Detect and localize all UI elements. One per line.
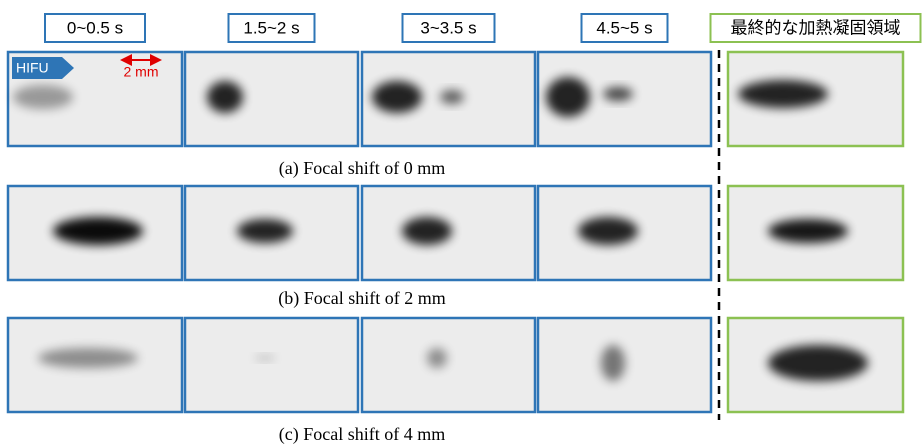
image-panel (538, 186, 711, 280)
lesion (13, 85, 73, 109)
image-panel (538, 52, 711, 146)
lesion (38, 348, 138, 368)
image-panel (362, 318, 535, 412)
lesion (372, 81, 422, 113)
column-header: 0~0.5 s (67, 18, 123, 37)
lesion (255, 355, 275, 361)
row-caption: (b) Focal shift of 2 mm (278, 288, 445, 309)
image-panel (185, 52, 358, 146)
image-panel (362, 52, 535, 146)
figure: 0~0.5 s 1.5~2 s 3~3.5 s 4.5~5 s 最終的な加熱凝固領域 (a… (0, 0, 924, 446)
image-panel (728, 318, 903, 412)
lesion (603, 87, 633, 101)
lesion (546, 77, 590, 117)
image-panel (728, 186, 903, 280)
lesion (601, 345, 625, 381)
lesion (768, 345, 868, 381)
row-caption: (c) Focal shift of 4 mm (279, 424, 445, 445)
lesion (427, 348, 447, 368)
image-panel (8, 186, 182, 280)
row-caption: (a) Focal shift of 0 mm (279, 158, 445, 179)
lesion (207, 81, 243, 113)
lesion (738, 80, 828, 108)
lesion (237, 219, 293, 243)
image-panel (8, 318, 182, 412)
column-header: 1.5~2 s (243, 18, 299, 37)
scale-label: 2 mm (124, 64, 159, 80)
image-panel (185, 318, 358, 412)
lesion (53, 217, 143, 245)
panel-background (362, 318, 535, 412)
panel-background (185, 318, 358, 412)
image-panel (538, 318, 711, 412)
lesion (402, 217, 452, 245)
lesion (578, 217, 638, 245)
image-panel (185, 186, 358, 280)
image-panel (362, 186, 535, 280)
hifu-label: HIFU (16, 60, 49, 76)
lesion (440, 90, 464, 104)
column-header: 3~3.5 s (420, 18, 476, 37)
image-panel (728, 52, 903, 146)
column-header: 4.5~5 s (596, 18, 652, 37)
column-header: 最終的な加熱凝固領域 (731, 18, 901, 37)
lesion (768, 219, 848, 243)
